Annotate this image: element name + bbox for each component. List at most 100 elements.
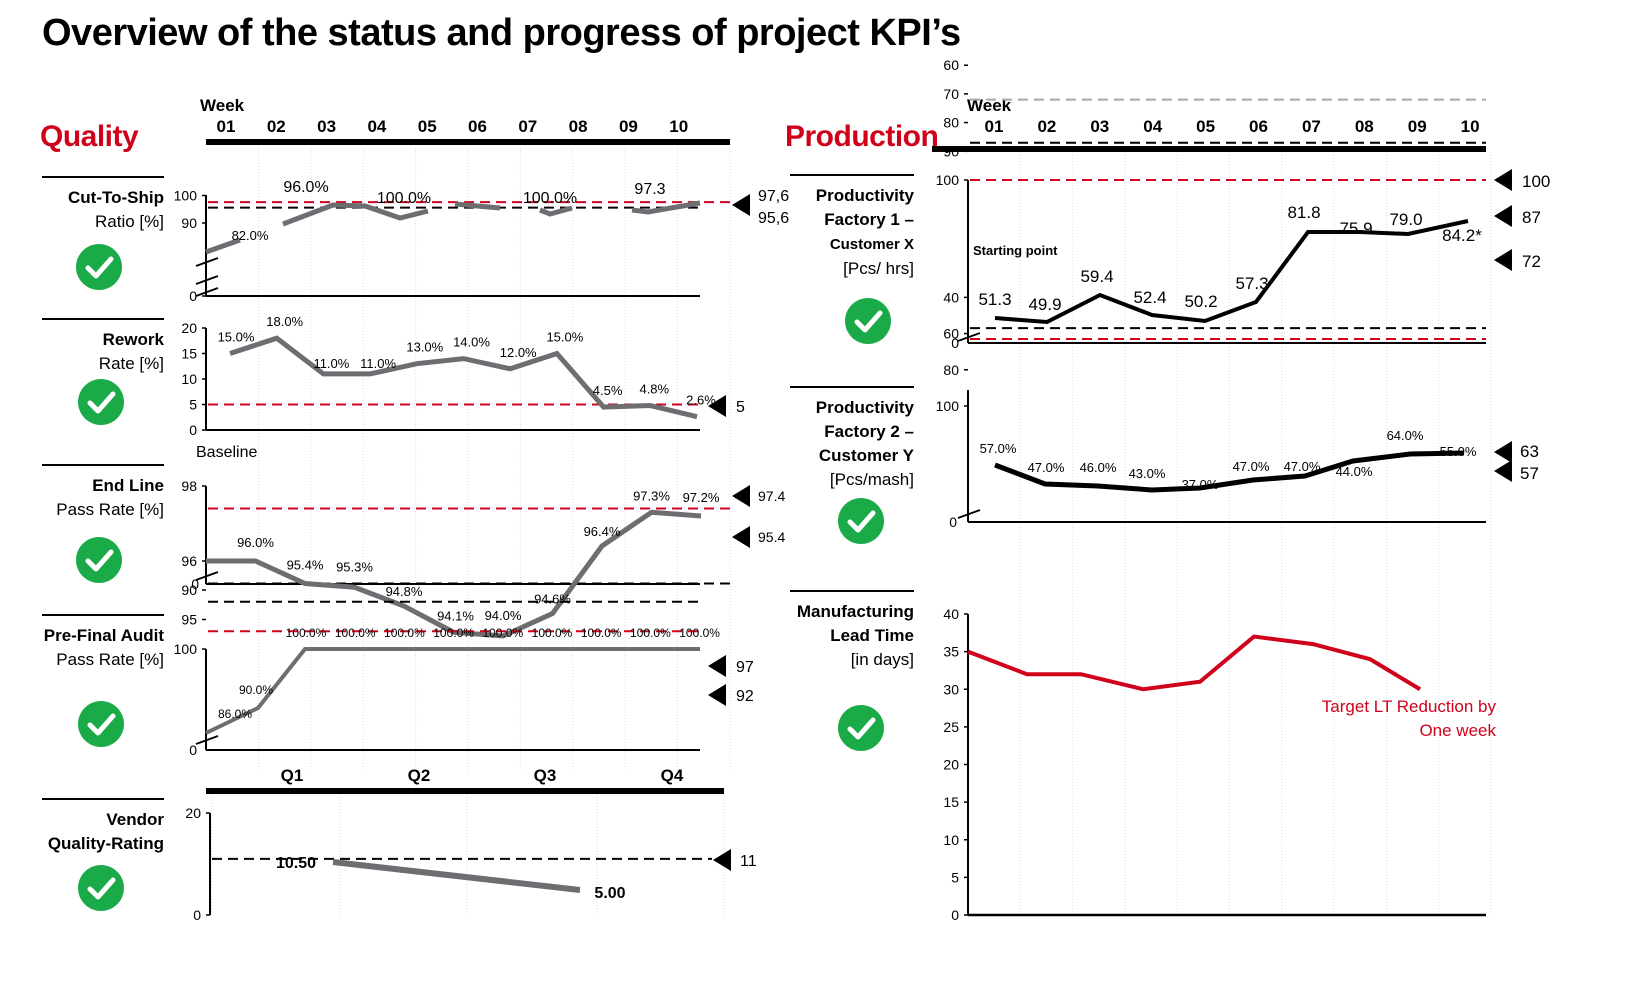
- week-tick-label: 02: [267, 117, 286, 136]
- y-tick-label: 98: [181, 478, 197, 494]
- y-tick-label: 60: [943, 57, 959, 73]
- data-label: 100.0%: [286, 626, 327, 640]
- target-value-label: 63: [1520, 442, 1539, 461]
- annotation-lt-reduction: Target LT Reduction by: [1322, 697, 1497, 716]
- kpi-label-pre-final: Pre-Final Audit Pass Rate [%]: [32, 614, 164, 672]
- target-marker-icon: [1494, 169, 1512, 191]
- week-tick-label: 02: [1037, 117, 1056, 136]
- week-tick-label: 09: [1408, 117, 1427, 136]
- divider: [42, 798, 164, 800]
- data-label: 11.0%: [360, 356, 396, 371]
- kpi-name: Vendor: [106, 810, 164, 829]
- y-tick-label: 20: [943, 757, 959, 773]
- kpi-label-vendor: Vendor Quality-Rating: [32, 798, 164, 856]
- target-value-label: 72: [1522, 252, 1541, 271]
- kpi-name: Productivity: [815, 398, 914, 417]
- prod2-series: [994, 450, 1465, 493]
- week-tick-label: 05: [1196, 117, 1215, 136]
- baseline-label: Baseline: [196, 444, 257, 461]
- data-label: 86.0%: [218, 707, 252, 721]
- data-label: 100.0%: [377, 190, 431, 207]
- target-value-label: 11: [740, 853, 757, 870]
- data-label: 10.50: [276, 855, 316, 872]
- target-marker-icon: [1494, 441, 1512, 463]
- y-tick-label: 20: [181, 320, 197, 336]
- data-label: 44.0%: [1336, 464, 1373, 479]
- y-tick-label: 0: [951, 907, 959, 923]
- data-label: 57.0%: [980, 441, 1017, 456]
- week-tick-label: 06: [1249, 117, 1268, 136]
- data-label: 97.3: [634, 181, 665, 198]
- quarter-tick-label: Q4: [661, 766, 684, 785]
- kpi-label-prod2: Productivity Factory 2 – Customer Y [Pcs…: [790, 386, 914, 492]
- lead-time-series: [967, 634, 1422, 692]
- y-tick-label: 80: [943, 362, 959, 378]
- target-value-label: 95,6: [758, 210, 789, 227]
- data-label: 100.0%: [433, 626, 474, 640]
- data-label: 97.2%: [683, 490, 720, 505]
- target-marker-icon: [708, 684, 726, 706]
- week-tick-label: 03: [317, 117, 336, 136]
- cut-to-ship-series: [454, 201, 501, 211]
- kpi-name-line2: Quality-Rating: [47, 834, 164, 853]
- target-marker-icon: [708, 655, 726, 677]
- divider: [790, 590, 914, 592]
- kpi-unit: [in days]: [850, 650, 914, 669]
- annotation-lt-reduction: One week: [1419, 721, 1496, 740]
- data-label: 90.0%: [239, 683, 273, 697]
- check-circle-icon: [76, 537, 122, 583]
- data-label: 100.0%: [581, 626, 622, 640]
- data-label: 100.0%: [335, 626, 376, 640]
- cut-to-ship-series: [282, 202, 429, 227]
- data-label: 49.9: [1028, 295, 1061, 314]
- y-tick-label: 25: [943, 719, 959, 735]
- target-value-label: 97,6: [758, 188, 789, 205]
- data-label: 97.3%: [633, 488, 670, 503]
- data-label: 100.0%: [384, 626, 425, 640]
- target-value-label: 100: [1522, 172, 1550, 191]
- axis-break-mark: [195, 257, 219, 267]
- data-label: 79.0: [1389, 210, 1422, 229]
- data-label: 96.0%: [283, 179, 328, 196]
- kpi-label-cut-to-ship: Cut-To-Ship Ratio [%]: [42, 176, 164, 234]
- y-tick-label: 100: [174, 188, 198, 204]
- target-value-label: 97: [736, 659, 754, 676]
- target-value-label: 97.4: [758, 488, 785, 504]
- y-tick-label: 90: [181, 582, 197, 598]
- data-label: 47.0%: [1233, 459, 1270, 474]
- y-tick-label: 10: [181, 371, 197, 387]
- axis-break-mark: [957, 332, 981, 342]
- data-label: 81.8: [1287, 203, 1320, 222]
- kpi-name-line2: Factory 2 –: [824, 422, 914, 441]
- y-tick-label: 5: [951, 869, 959, 885]
- data-label: 18.0%: [266, 314, 303, 329]
- data-label: 96.4%: [584, 524, 621, 539]
- target-value-label: 95.4: [758, 529, 785, 545]
- kpi-label-rework: Rework Rate [%]: [42, 318, 164, 376]
- week-tick-label: 10: [669, 117, 688, 136]
- week-tick-label: 06: [468, 117, 487, 136]
- data-label: 100.0%: [679, 626, 720, 640]
- annotation-starting-point: Starting point: [973, 243, 1058, 258]
- data-label: 100.0%: [482, 626, 523, 640]
- y-tick-label: 5: [189, 397, 197, 413]
- divider: [42, 464, 164, 466]
- y-tick-label: 15: [181, 346, 197, 362]
- data-label: 59.4: [1080, 267, 1113, 286]
- kpi-label-prod1: Productivity Factory 1 – Customer X [Pcs…: [790, 174, 914, 281]
- y-tick-label: 20: [185, 805, 201, 821]
- data-label: 55.0%: [1440, 444, 1477, 459]
- data-label: 46.0%: [1080, 460, 1117, 475]
- data-label: 95.4%: [287, 558, 324, 573]
- kpi-unit: [Pcs/mash]: [829, 470, 914, 489]
- y-tick-label: 0: [951, 335, 959, 351]
- check-circle-icon: [76, 244, 122, 290]
- data-label: 64.0%: [1387, 428, 1424, 443]
- axis-break-mark: [195, 287, 219, 297]
- data-label: 4.5%: [593, 383, 623, 398]
- data-label: 52.4: [1133, 288, 1166, 307]
- kpi-name: Rework: [102, 330, 164, 349]
- target-marker-icon: [1494, 249, 1512, 271]
- week-tick-label: 01: [985, 117, 1004, 136]
